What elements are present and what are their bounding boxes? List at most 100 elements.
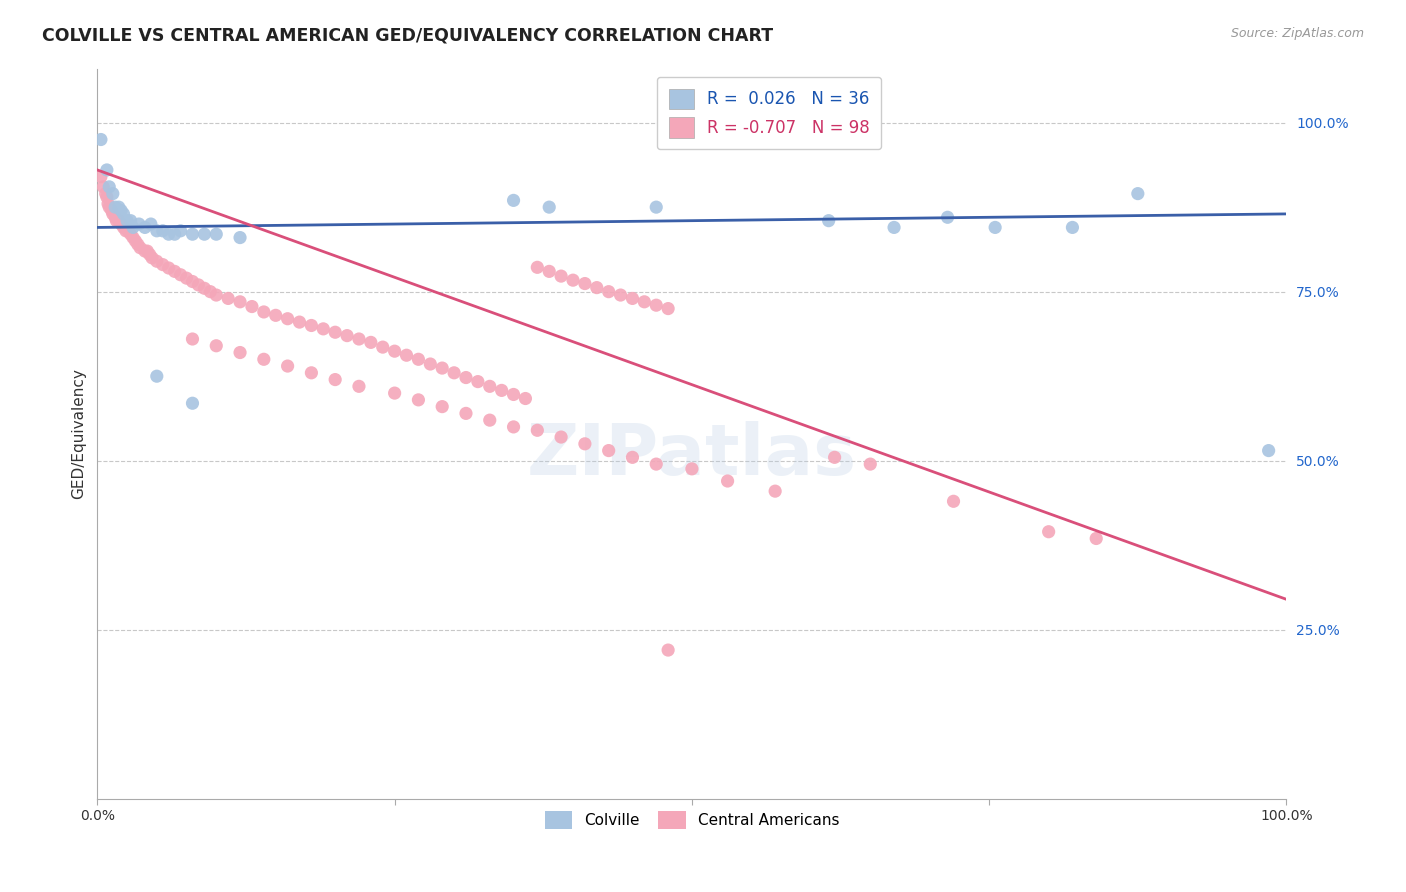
Point: [136, 244, 159, 258]
Point: [193, 227, 215, 242]
Point: [609, 288, 631, 302]
Point: [181, 396, 204, 410]
Point: [96, 190, 118, 204]
Point: [90, 169, 112, 184]
Point: [146, 254, 169, 268]
Point: [454, 370, 477, 384]
Point: [633, 294, 655, 309]
Point: [323, 373, 346, 387]
Point: [205, 288, 228, 302]
Y-axis label: GED/Equivalency: GED/Equivalency: [72, 368, 86, 500]
Point: [112, 207, 135, 221]
Point: [936, 211, 959, 225]
Point: [134, 220, 156, 235]
Point: [347, 379, 370, 393]
Point: [432, 361, 454, 376]
Point: [115, 213, 138, 227]
Point: [181, 227, 204, 242]
Point: [883, 220, 905, 235]
Point: [550, 269, 572, 284]
Point: [141, 251, 163, 265]
Point: [117, 224, 139, 238]
Point: [657, 643, 679, 657]
Point: [94, 186, 117, 201]
Point: [277, 359, 299, 373]
Point: [859, 457, 882, 471]
Point: [187, 277, 209, 292]
Text: COLVILLE VS CENTRAL AMERICAN GED/EQUIVALENCY CORRELATION CHART: COLVILLE VS CENTRAL AMERICAN GED/EQUIVAL…: [42, 27, 773, 45]
Point: [491, 384, 513, 398]
Point: [502, 194, 524, 208]
Point: [645, 298, 668, 312]
Point: [98, 179, 121, 194]
Point: [122, 220, 145, 235]
Point: [478, 379, 501, 393]
Point: [112, 220, 135, 235]
Point: [336, 328, 359, 343]
Point: [139, 217, 162, 231]
Point: [1062, 220, 1084, 235]
Point: [371, 340, 394, 354]
Point: [598, 443, 620, 458]
Point: [942, 494, 965, 508]
Point: [157, 260, 180, 275]
Point: [229, 230, 252, 244]
Point: [538, 200, 561, 214]
Point: [550, 430, 572, 444]
Point: [408, 392, 430, 407]
Point: [101, 207, 124, 221]
Point: [138, 247, 160, 261]
Point: [134, 244, 156, 258]
Point: [526, 260, 548, 275]
Point: [467, 375, 489, 389]
Point: [817, 213, 839, 227]
Point: [163, 227, 186, 242]
Point: [1257, 443, 1279, 458]
Point: [253, 305, 276, 319]
Point: [299, 318, 322, 333]
Point: [323, 325, 346, 339]
Point: [1038, 524, 1060, 539]
Point: [169, 268, 191, 282]
Point: [107, 200, 129, 214]
Point: [419, 357, 441, 371]
Point: [515, 392, 537, 406]
Point: [100, 203, 122, 218]
Point: [562, 273, 585, 287]
Point: [645, 457, 668, 471]
Point: [598, 285, 620, 299]
Point: [104, 200, 127, 214]
Point: [181, 332, 204, 346]
Point: [105, 213, 128, 227]
Point: [176, 271, 198, 285]
Point: [277, 311, 299, 326]
Point: [621, 292, 644, 306]
Point: [128, 217, 150, 231]
Point: [200, 285, 222, 299]
Point: [984, 220, 1007, 235]
Point: [299, 366, 322, 380]
Point: [152, 224, 174, 238]
Point: [205, 339, 228, 353]
Point: [478, 413, 501, 427]
Point: [169, 224, 191, 238]
Point: [432, 400, 454, 414]
Point: [205, 227, 228, 242]
Point: [681, 462, 703, 476]
Point: [229, 294, 252, 309]
Point: [347, 332, 370, 346]
Point: [98, 200, 121, 214]
Point: [124, 234, 146, 248]
Text: Source: ZipAtlas.com: Source: ZipAtlas.com: [1230, 27, 1364, 40]
Point: [585, 280, 607, 294]
Point: [502, 420, 524, 434]
Point: [395, 348, 418, 362]
Point: [101, 186, 124, 201]
Point: [110, 217, 132, 231]
Point: [122, 230, 145, 244]
Point: [97, 196, 120, 211]
Point: [146, 369, 169, 384]
Point: [443, 366, 465, 380]
Point: [288, 315, 311, 329]
Point: [502, 387, 524, 401]
